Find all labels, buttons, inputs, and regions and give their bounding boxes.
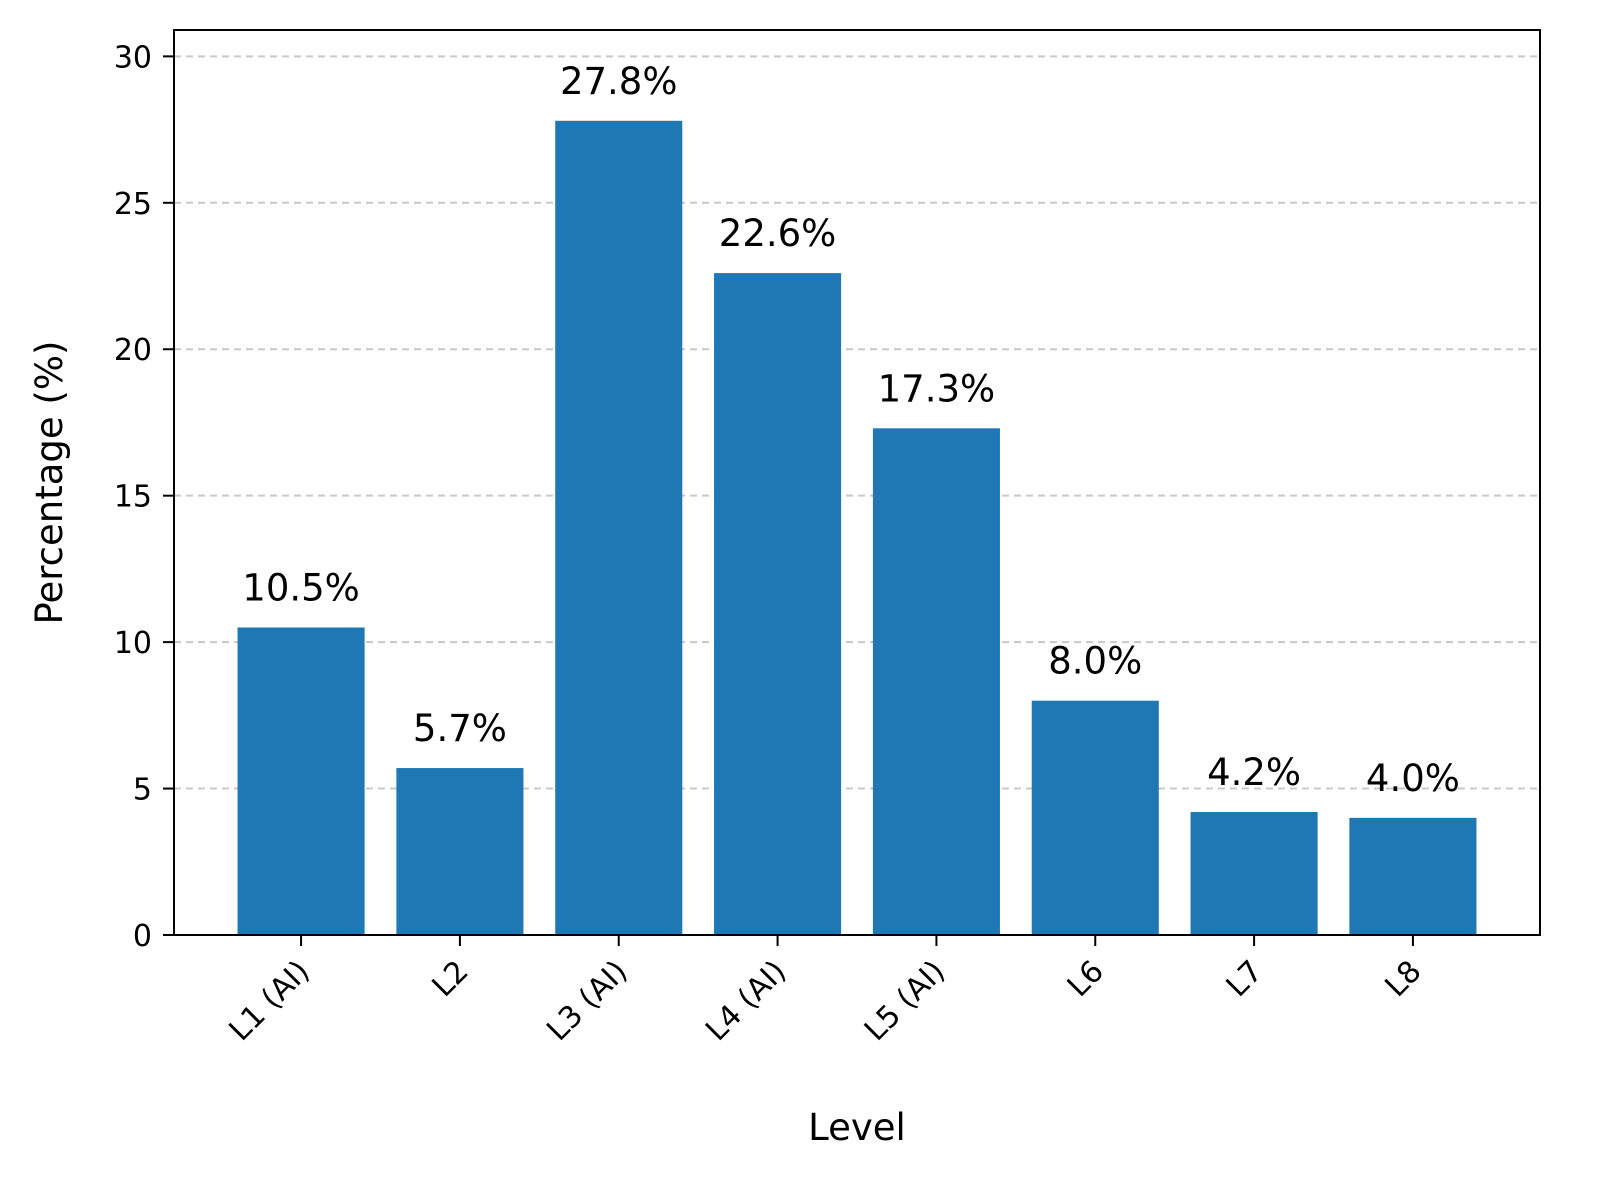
y-tick-label: 25 [114,187,152,222]
bar-value-label: 22.6% [719,212,837,255]
bar-l5-ai [872,428,1000,935]
bars [237,120,1477,936]
x-tick-label: L7 [1220,954,1270,1004]
y-tick-label: 0 [133,919,152,954]
x-tick-label: L2 [425,954,475,1004]
x-tick-label: L8 [1379,954,1429,1004]
x-tick-label: L4 (AI) [699,954,793,1048]
y-tick-label: 5 [133,773,152,808]
y-tick-label: 10 [114,626,152,661]
bar-l7 [1190,811,1318,935]
bar-l4-ai [714,273,842,936]
plot-frame [173,29,1541,936]
x-tick-label: L1 (AI) [223,954,317,1048]
bar-value-label: 8.0% [1048,640,1142,683]
y-tick-label: 20 [114,333,152,368]
data-labels: 10.5% 5.7% 27.8% 22.6% 17.3% 8.0% 4.2% 4.0% [242,60,1460,800]
x-tick-label: L5 (AI) [858,954,952,1048]
x-axis-label: Level [808,1106,906,1149]
bar-l3-ai [555,120,683,936]
bar-l6 [1031,700,1159,935]
bar-l1-ai [237,627,365,935]
y-tick-label: 15 [114,480,152,515]
y-tick-label: 30 [114,40,152,75]
y-axis-label: Percentage (%) [28,341,71,625]
x-tick-label: L6 [1061,954,1111,1004]
bar-value-label: 17.3% [878,367,996,410]
x-tick-label: L3 (AI) [540,954,634,1048]
bar-value-label: 4.2% [1207,751,1301,794]
bar-value-label: 27.8% [560,60,678,103]
bar-l2 [396,768,524,935]
bar-value-label: 5.7% [413,707,507,750]
bar-value-label: 10.5% [242,566,360,609]
bar-l8 [1349,817,1477,935]
x-axis-ticks: L1 (AI) L2 L3 (AI) L4 (AI) L5 (AI) L6 L7 L8 [223,935,1429,1048]
y-gridlines [174,55,1540,790]
bar-value-label: 4.0% [1366,757,1460,800]
y-axis-ticks: 0 5 10 15 20 25 30 [114,40,174,954]
